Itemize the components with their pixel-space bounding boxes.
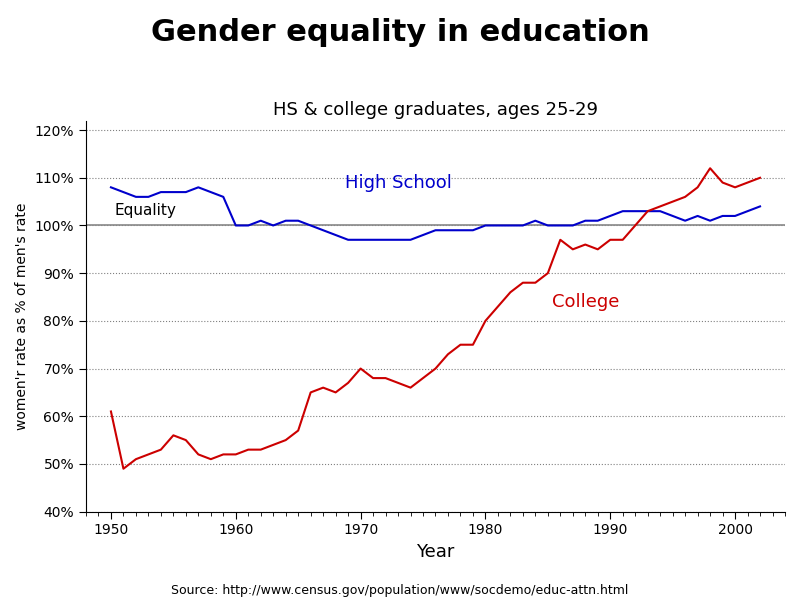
Text: Gender equality in education: Gender equality in education	[150, 18, 650, 47]
X-axis label: Year: Year	[416, 543, 454, 561]
Text: Equality: Equality	[114, 203, 177, 218]
Text: Source: http://www.census.gov/population/www/socdemo/educ-attn.html: Source: http://www.census.gov/population…	[171, 584, 629, 597]
Text: High School: High School	[345, 174, 451, 192]
Y-axis label: women'r rate as % of men's rate: women'r rate as % of men's rate	[15, 202, 29, 430]
Title: HS & college graduates, ages 25-29: HS & college graduates, ages 25-29	[273, 101, 598, 119]
Text: College: College	[551, 293, 619, 311]
